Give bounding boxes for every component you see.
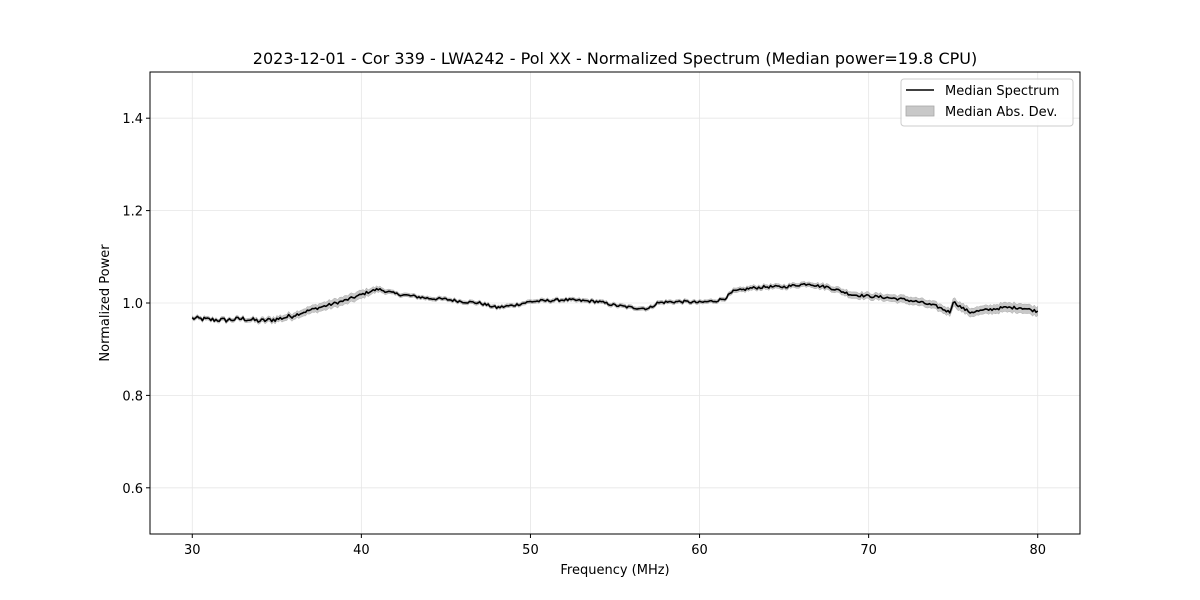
y-tick-label: 0.8 [122, 389, 143, 404]
y-tick-label: 1.4 [122, 112, 143, 127]
chart-title: 2023-12-01 - Cor 339 - LWA242 - Pol XX -… [253, 49, 977, 68]
x-tick-label: 40 [353, 543, 370, 558]
x-tick-label: 70 [860, 543, 877, 558]
y-axis-ticks: 0.6 0.8 1.0 1.2 1.4 [122, 112, 150, 497]
x-axis-ticks: 30 40 50 60 70 80 [184, 534, 1046, 558]
x-axis-label: Frequency (MHz) [560, 563, 669, 578]
y-tick-label: 0.6 [122, 482, 143, 497]
x-tick-label: 60 [691, 543, 708, 558]
legend-mad-label: Median Abs. Dev. [945, 105, 1057, 120]
x-tick-label: 30 [184, 543, 201, 558]
legend-mad-swatch [905, 105, 935, 117]
legend: Median Spectrum Median Abs. Dev. [900, 78, 1074, 127]
y-tick-label: 1.2 [122, 205, 143, 220]
legend-median-spectrum-label: Median Spectrum [945, 84, 1059, 99]
median-abs-dev-band [192, 281, 1038, 325]
y-axis-label: Normalized Power [98, 244, 113, 362]
x-tick-label: 80 [1029, 543, 1046, 558]
legend-box [900, 78, 1074, 127]
y-tick-label: 1.0 [122, 297, 143, 312]
x-tick-label: 50 [522, 543, 539, 558]
median-spectrum-line [191, 282, 1039, 323]
